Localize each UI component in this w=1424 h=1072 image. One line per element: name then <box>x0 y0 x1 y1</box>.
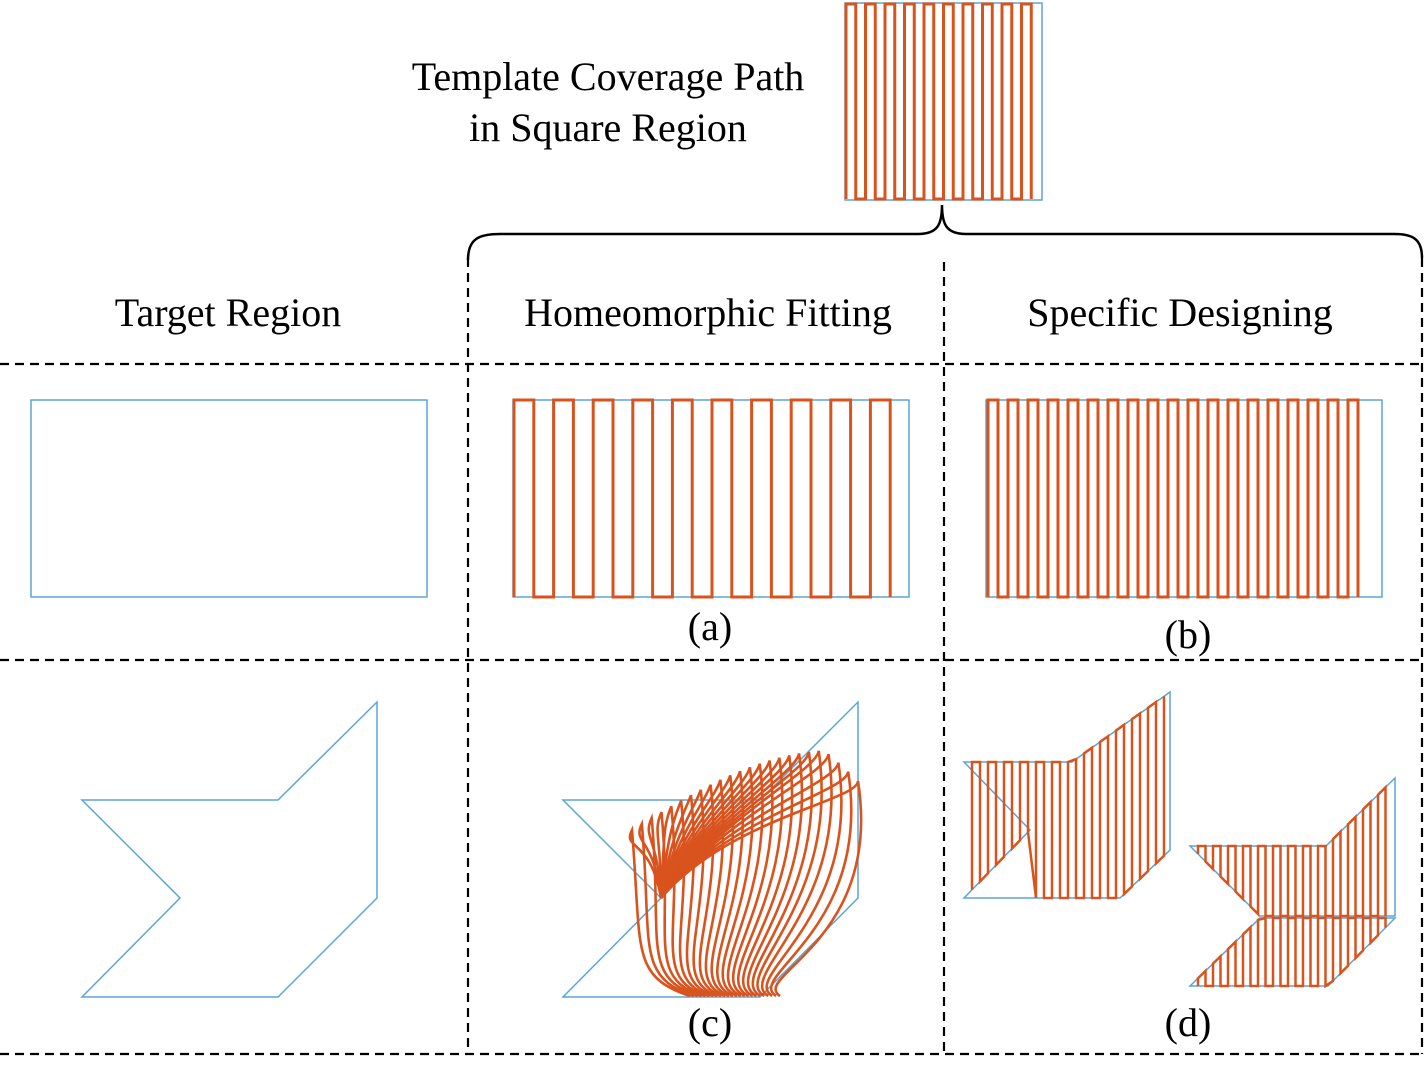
fitting-polygon-boundary <box>561 700 859 998</box>
template-panel: Template Coverage Path in Square Region <box>412 2 1043 201</box>
fitted-curve <box>659 753 833 998</box>
template-title-line2: in Square Region <box>469 105 747 150</box>
column-header-specific-designing: Specific Designing <box>1027 290 1333 335</box>
grouping-brace <box>466 204 1424 261</box>
sub-region-3-path <box>1196 916 1387 989</box>
fitting-rectangle-path <box>512 398 892 599</box>
fitted-curve <box>659 750 823 998</box>
fitted-curve <box>638 819 695 998</box>
label-c: (c) <box>688 1000 732 1045</box>
target-rectangle <box>30 399 428 598</box>
label-b: (b) <box>1165 612 1212 657</box>
fitting-polygon-path <box>628 750 863 998</box>
fitted-curve <box>647 813 699 998</box>
label-a: (a) <box>688 604 732 649</box>
template-coverage-path <box>844 2 1033 201</box>
fitted-curve <box>659 794 714 998</box>
column-header-homeomorphic-fitting: Homeomorphic Fitting <box>524 290 892 335</box>
template-title-line1: Template Coverage Path <box>412 54 805 99</box>
specific-rectangle-boundary <box>985 399 1383 598</box>
label-d: (d) <box>1165 1000 1212 1045</box>
sub-region-2-path <box>1196 784 1387 918</box>
sub-region-1-path <box>970 696 1166 900</box>
fitted-curve <box>659 771 853 998</box>
grid-dividers <box>0 258 1424 1056</box>
column-header-target-region: Target Region <box>115 290 341 335</box>
specific-rectangle-path <box>986 398 1360 599</box>
fitted-curve <box>660 780 863 998</box>
target-polygon <box>80 700 378 998</box>
fitted-curve <box>659 762 843 998</box>
specific-polygon-decomposition <box>962 690 1397 989</box>
